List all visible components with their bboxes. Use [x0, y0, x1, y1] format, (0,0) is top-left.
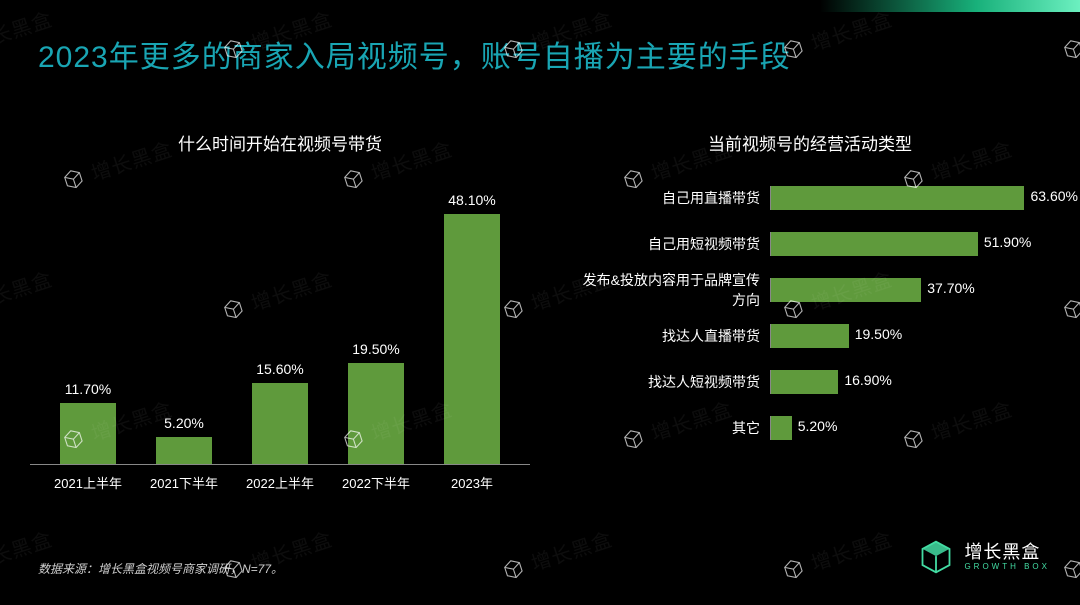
vbar-xlabel: 2022上半年 — [241, 473, 319, 492]
hbar-value: 16.90% — [844, 372, 891, 388]
hbar — [771, 186, 1024, 210]
hbar-value: 63.60% — [1030, 188, 1077, 204]
hbar — [771, 370, 838, 394]
left-chart-xlabels: 2021上半年 2021下半年 2022上半年 2022下半年 2023年 — [30, 465, 530, 492]
hbar-value: 19.50% — [855, 326, 902, 342]
hbar-value: 5.20% — [798, 418, 838, 434]
right-chart: 当前视频号的经营活动类型 自己用直播带货63.60% 自己用短视频带货 51.90%… — [570, 130, 1050, 500]
hbar-track: 63.60% — [770, 186, 1050, 210]
hbar-value: 37.70% — [927, 280, 974, 296]
page-title: 2023年更多的商家入局视频号，账号自播为主要的手段 — [38, 32, 791, 76]
watermark: 增长黑盒 — [778, 523, 895, 586]
vbar-xlabel: 2021上半年 — [49, 473, 127, 492]
hbar-label: 发布&投放内容用于品牌宣传方向 — [570, 270, 770, 310]
hbar-label: 找达人直播带货 — [570, 326, 770, 346]
left-chart-title: 什么时间开始在视频号带货 — [30, 130, 530, 155]
brand-name-cn: 增长黑盒 — [964, 543, 1050, 563]
hbar-row: 找达人短视频带货 16.90% — [570, 359, 1050, 405]
hbar-row: 自己用直播带货63.60% — [570, 175, 1050, 221]
slide: { "title": { "text": "2023年更多的商家入局视频号，账号… — [0, 0, 1080, 605]
vbar-col: 19.50% — [337, 341, 415, 464]
vbar-value: 15.60% — [256, 361, 303, 377]
watermark: 增长黑盒 — [498, 523, 615, 586]
vbar-xlabel: 2021下半年 — [145, 473, 223, 492]
watermark: 增长黑盒 — [1058, 523, 1080, 586]
left-chart-bars: 11.70% 5.20% 15.60% 19.50% 48.10% — [30, 175, 530, 465]
brand-logo: 增长黑盒 GROWTH BOX — [918, 539, 1050, 575]
hbar-row: 其它 5.20% — [570, 405, 1050, 451]
vbar — [60, 403, 116, 464]
hbar-row: 发布&投放内容用于品牌宣传方向 37.70% — [570, 267, 1050, 313]
vbar-col: 48.10% — [433, 192, 511, 464]
hbar — [771, 416, 792, 440]
cube-icon — [918, 539, 954, 575]
hbar-track: 37.70% — [770, 278, 1050, 302]
hbar-label: 自己用短视频带货 — [570, 234, 770, 254]
corner-gradient — [820, 0, 1080, 12]
vbar-value: 11.70% — [65, 381, 111, 397]
vbar — [348, 363, 404, 464]
vbar — [252, 383, 308, 464]
hbar-track: 16.90% — [770, 370, 1050, 394]
vbar-value: 5.20% — [164, 415, 204, 431]
left-chart: 什么时间开始在视频号带货 11.70% 5.20% 15.60% 19.50% 48.1… — [30, 130, 530, 500]
right-chart-bars: 自己用直播带货63.60% 自己用短视频带货 51.90% 发布&投放内容用于品牌宣传… — [570, 175, 1050, 451]
vbar — [444, 214, 500, 464]
vbar-value: 19.50% — [352, 341, 399, 357]
vbar-xlabel: 2023年 — [433, 473, 511, 492]
hbar-label: 自己用直播带货 — [570, 188, 770, 208]
vbar-col: 11.70% — [49, 381, 127, 464]
hbar-value: 51.90% — [984, 234, 1031, 250]
hbar — [771, 232, 978, 256]
brand-name-en: GROWTH BOX — [964, 563, 1050, 572]
vbar — [156, 437, 212, 464]
hbar-row: 自己用短视频带货 51.90% — [570, 221, 1050, 267]
vbar-xlabel: 2022下半年 — [337, 473, 415, 492]
vbar-value: 48.10% — [448, 192, 495, 208]
hbar-track: 51.90% — [770, 232, 1050, 256]
right-chart-title: 当前视频号的经营活动类型 — [570, 130, 1050, 155]
hbar — [771, 324, 849, 348]
footnote: 数据来源：增长黑盒视频号商家调研，N=77。 — [38, 560, 283, 577]
vbar-col: 15.60% — [241, 361, 319, 464]
watermark: 增长黑盒 — [1058, 263, 1080, 326]
hbar-track: 19.50% — [770, 324, 1050, 348]
hbar-row: 找达人直播带货 19.50% — [570, 313, 1050, 359]
watermark: 增长黑盒 — [778, 3, 895, 66]
hbar — [771, 278, 921, 302]
brand-text: 增长黑盒 GROWTH BOX — [964, 543, 1050, 572]
vbar-col: 5.20% — [145, 415, 223, 464]
hbar-track: 5.20% — [770, 416, 1050, 440]
hbar-label: 找达人短视频带货 — [570, 372, 770, 392]
watermark: 增长黑盒 — [1058, 3, 1080, 66]
hbar-label: 其它 — [570, 418, 770, 438]
